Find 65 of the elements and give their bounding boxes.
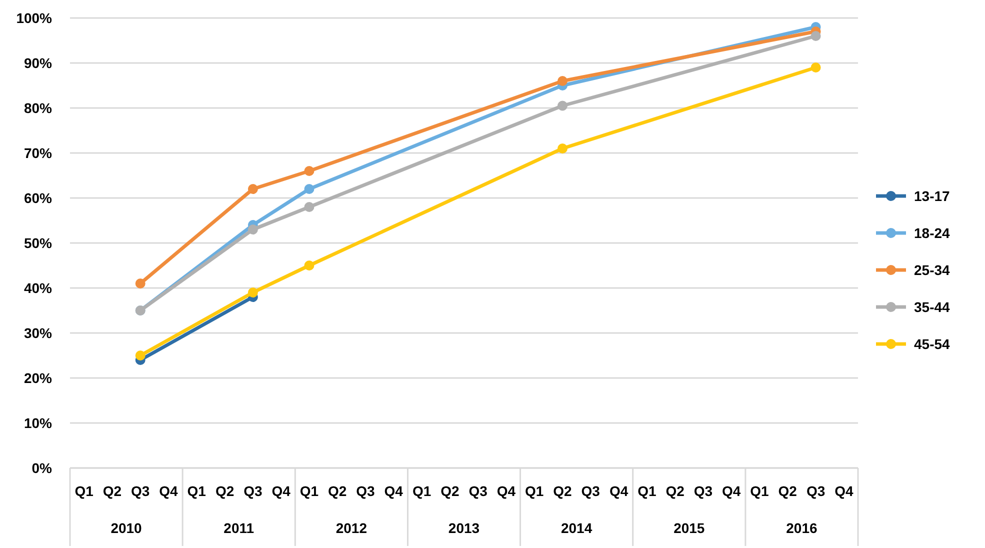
point [304, 260, 314, 270]
x-tick-label: Q2 [102, 483, 122, 499]
point [558, 144, 568, 154]
x-tick-label: Q4 [159, 483, 178, 499]
x-tick-label: Q1 [74, 483, 94, 499]
x-tick-label: Q2 [666, 483, 685, 499]
x-tick-label: Q2 [553, 483, 572, 499]
point [304, 184, 314, 194]
y-tick-label: 40% [24, 280, 53, 296]
legend-label: 25-34 [914, 262, 950, 278]
y-tick-label: 70% [24, 144, 53, 161]
x-tick-label: Q2 [328, 483, 347, 499]
x-tick-label: Q3 [694, 483, 713, 499]
point [248, 184, 258, 194]
x-tick-label: Q4 [722, 483, 741, 499]
y-tick-label: 50% [24, 234, 53, 251]
x-tick-label: Q1 [412, 483, 432, 499]
legend-label: 18-24 [914, 224, 950, 241]
text: 2014 [560, 520, 592, 536]
y-tick-label: 20% [24, 370, 53, 386]
x-tick-label: Q4 [272, 483, 291, 499]
point [558, 76, 568, 86]
point [135, 350, 146, 360]
legend-label: 45-54 [914, 336, 950, 352]
x-tick-label: Q1 [187, 483, 206, 499]
x-tick-label: Q1 [300, 483, 319, 499]
y-tick-label: 100% [16, 10, 53, 26]
text: 2013 [448, 520, 480, 536]
y-tick-label: 30% [24, 324, 53, 341]
point [304, 202, 314, 212]
point [810, 31, 821, 41]
x-tick-label: Q4 [609, 483, 628, 499]
x-tick-label: Q4 [834, 483, 854, 499]
x-tick-label: Q3 [131, 483, 150, 499]
x-tick-label: Q3 [244, 483, 262, 499]
x-tick-label: Q3 [356, 483, 376, 499]
y-tick-label: 10% [24, 414, 53, 431]
x-tick-label: Q2 [440, 483, 460, 499]
text: 2011 [224, 520, 254, 536]
point [558, 100, 568, 111]
x-tick-label: Q3 [468, 483, 488, 499]
x-tick-label: Q2 [215, 483, 234, 499]
x-tick-label: Q4 [496, 483, 516, 499]
x-tick-label: Q3 [806, 483, 826, 499]
x-tick-label: Q4 [384, 483, 404, 499]
x-tick-label: Q3 [581, 483, 600, 499]
point [135, 278, 146, 288]
x-tick-label: Q1 [525, 483, 544, 499]
text: 2010 [110, 520, 142, 536]
legend-label: 35-44 [914, 298, 950, 315]
legend-label: 13-17 [914, 188, 950, 204]
y-tick-label: 80% [24, 100, 53, 116]
x-tick-label: Q1 [638, 483, 656, 499]
x-tick-label: Q1 [750, 483, 770, 499]
point [248, 288, 258, 298]
text: 2016 [786, 520, 818, 536]
point [304, 166, 314, 176]
text: 2012 [336, 520, 368, 536]
y-tick-label: 0% [32, 460, 53, 476]
x-tick-label: Q2 [778, 483, 798, 499]
point [810, 62, 821, 72]
point [248, 224, 258, 234]
text: 2015 [674, 520, 705, 536]
y-tick-label: 90% [24, 54, 53, 71]
y-tick-label: 60% [24, 190, 53, 206]
